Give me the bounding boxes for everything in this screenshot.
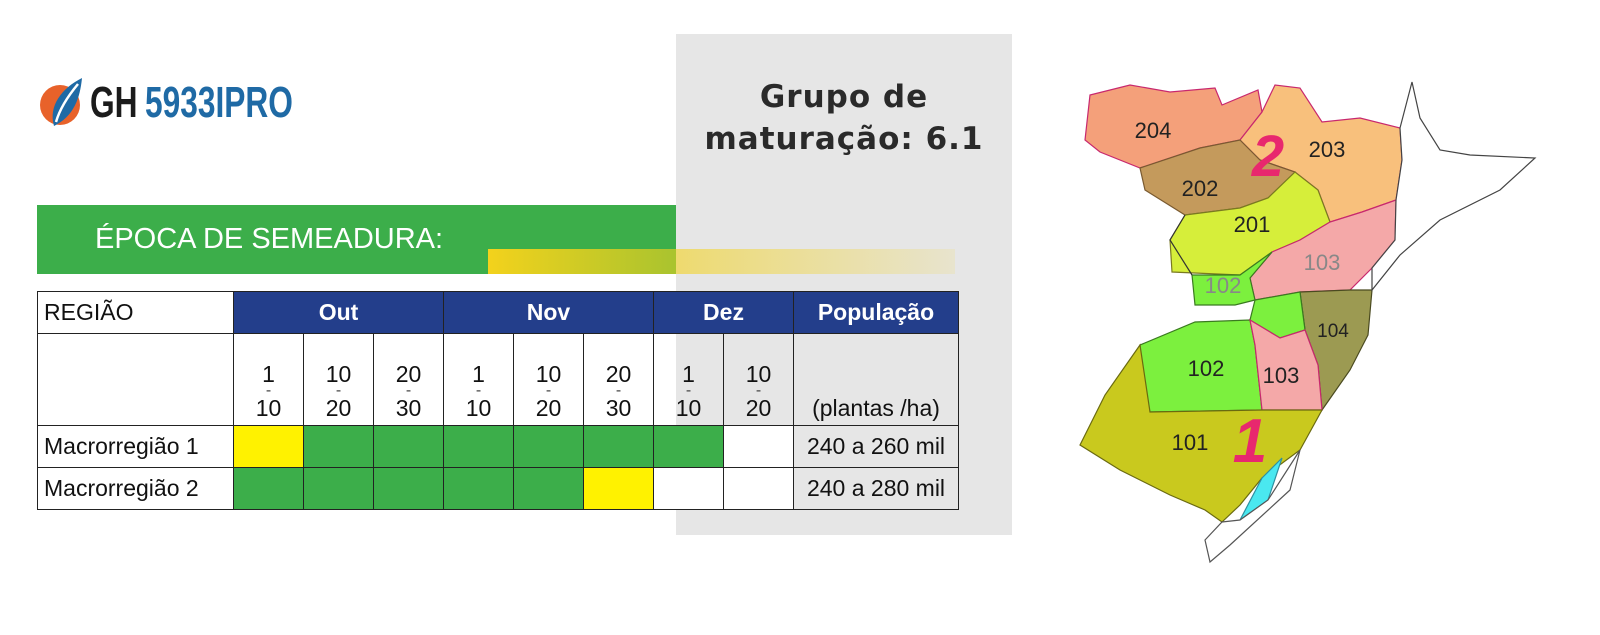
period-part: 1 bbox=[682, 361, 695, 387]
sowing-cell bbox=[653, 467, 724, 510]
empty-cell bbox=[37, 333, 234, 426]
sowing-cell bbox=[443, 467, 514, 510]
region-map: 204 203 202 201 103 102 104 102 103 101 … bbox=[1079, 81, 1537, 564]
sowing-cell bbox=[723, 467, 794, 510]
period-part: 1 bbox=[262, 361, 275, 387]
period-part: - bbox=[335, 382, 342, 399]
macroregion-label: 2 bbox=[1251, 124, 1284, 189]
region-label: 104 bbox=[1317, 321, 1349, 342]
region-label: 103 bbox=[1304, 250, 1341, 275]
sowing-cell bbox=[373, 467, 444, 510]
period-part: 30 bbox=[395, 395, 422, 421]
sowing-cell bbox=[583, 425, 654, 468]
period-part: - bbox=[405, 382, 412, 399]
period-part: 10 bbox=[465, 395, 492, 421]
period-row: 1-10 10-20 20-30 1-10 10-20 20-30 1-10 10-20 (pl… bbox=[37, 333, 959, 426]
sowing-cell bbox=[513, 467, 584, 510]
period-part: - bbox=[755, 382, 762, 399]
banner-title: ÉPOCA DE SEMEADURA: bbox=[95, 223, 444, 255]
month-header: Dez bbox=[653, 291, 794, 334]
region-label: 103 bbox=[1263, 363, 1300, 388]
period-part: - bbox=[265, 382, 272, 399]
region-header: REGIÃO bbox=[37, 291, 234, 334]
period-part: 10 bbox=[745, 361, 772, 387]
maturity-line: maturação: 6.1 bbox=[704, 121, 984, 157]
period-cell: 10-20 bbox=[723, 333, 794, 426]
sowing-cell bbox=[443, 425, 514, 468]
population-value: 240 a 280 mil bbox=[793, 467, 959, 510]
period-part: - bbox=[545, 382, 552, 399]
period-part: - bbox=[685, 382, 692, 399]
region-label: 204 bbox=[1135, 118, 1172, 143]
region-label: 101 bbox=[1172, 430, 1209, 455]
logo-icon bbox=[40, 78, 82, 126]
period-part: 20 bbox=[745, 395, 772, 421]
logo-brand: GH bbox=[90, 78, 138, 127]
banner-accent bbox=[488, 249, 955, 274]
population-header: População bbox=[793, 291, 959, 334]
period-part: 10 bbox=[255, 395, 282, 421]
period-part: 1 bbox=[472, 361, 485, 387]
sowing-cell bbox=[303, 467, 374, 510]
header-row: REGIÃO Out Nov Dez População bbox=[37, 291, 959, 334]
period-cell: 20-30 bbox=[583, 333, 654, 426]
sowing-cell bbox=[233, 425, 304, 468]
period-part: - bbox=[615, 382, 622, 399]
map-shapes bbox=[1079, 81, 1537, 564]
sowing-cell bbox=[303, 425, 374, 468]
sowing-cell bbox=[583, 467, 654, 510]
period-part: 20 bbox=[325, 395, 352, 421]
population-unit: (plantas /ha) bbox=[793, 333, 959, 426]
sowing-cell bbox=[723, 425, 794, 468]
period-part: 10 bbox=[535, 361, 562, 387]
period-part: 10 bbox=[325, 361, 352, 387]
sowing-cell bbox=[373, 425, 444, 468]
region-row: Macrorregião 1 240 a 260 mil bbox=[37, 425, 959, 468]
period-part: 10 bbox=[675, 395, 702, 421]
period-cell: 1-10 bbox=[653, 333, 724, 426]
period-cell: 10-20 bbox=[303, 333, 374, 426]
logo-product: 5933IPRO bbox=[145, 78, 293, 127]
period-part: 30 bbox=[605, 395, 632, 421]
period-part: 20 bbox=[395, 361, 422, 387]
region-label: 202 bbox=[1182, 176, 1219, 201]
region-label: 102 bbox=[1205, 273, 1242, 298]
period-part: 20 bbox=[605, 361, 632, 387]
region-label: 102 bbox=[1188, 356, 1225, 381]
population-value: 240 a 260 mil bbox=[793, 425, 959, 468]
month-header: Out bbox=[233, 291, 444, 334]
region-label: 203 bbox=[1309, 137, 1346, 162]
period-part: 20 bbox=[535, 395, 562, 421]
maturity-group: Grupo de maturação: 6.1 bbox=[676, 76, 1012, 160]
region-row: Macrorregião 2 240 a 280 mil bbox=[37, 467, 959, 510]
month-header: Nov bbox=[443, 291, 654, 334]
sowing-cell bbox=[513, 425, 584, 468]
region-name: Macrorregião 2 bbox=[37, 467, 234, 510]
region-label: 201 bbox=[1234, 212, 1271, 237]
map-labels: 204 203 202 201 103 102 104 102 103 101 … bbox=[1135, 118, 1350, 476]
macroregion-label: 1 bbox=[1233, 407, 1267, 476]
period-cell: 20-30 bbox=[373, 333, 444, 426]
sowing-table: REGIÃO Out Nov Dez População 1-10 10-20 20-30 1-… bbox=[37, 291, 959, 510]
period-part: - bbox=[475, 382, 482, 399]
sowing-cell bbox=[233, 467, 304, 510]
period-cell: 1-10 bbox=[233, 333, 304, 426]
region-name: Macrorregião 1 bbox=[37, 425, 234, 468]
period-cell: 10-20 bbox=[513, 333, 584, 426]
maturity-line: Grupo de bbox=[759, 79, 929, 115]
period-cell: 1-10 bbox=[443, 333, 514, 426]
sowing-cell bbox=[653, 425, 724, 468]
